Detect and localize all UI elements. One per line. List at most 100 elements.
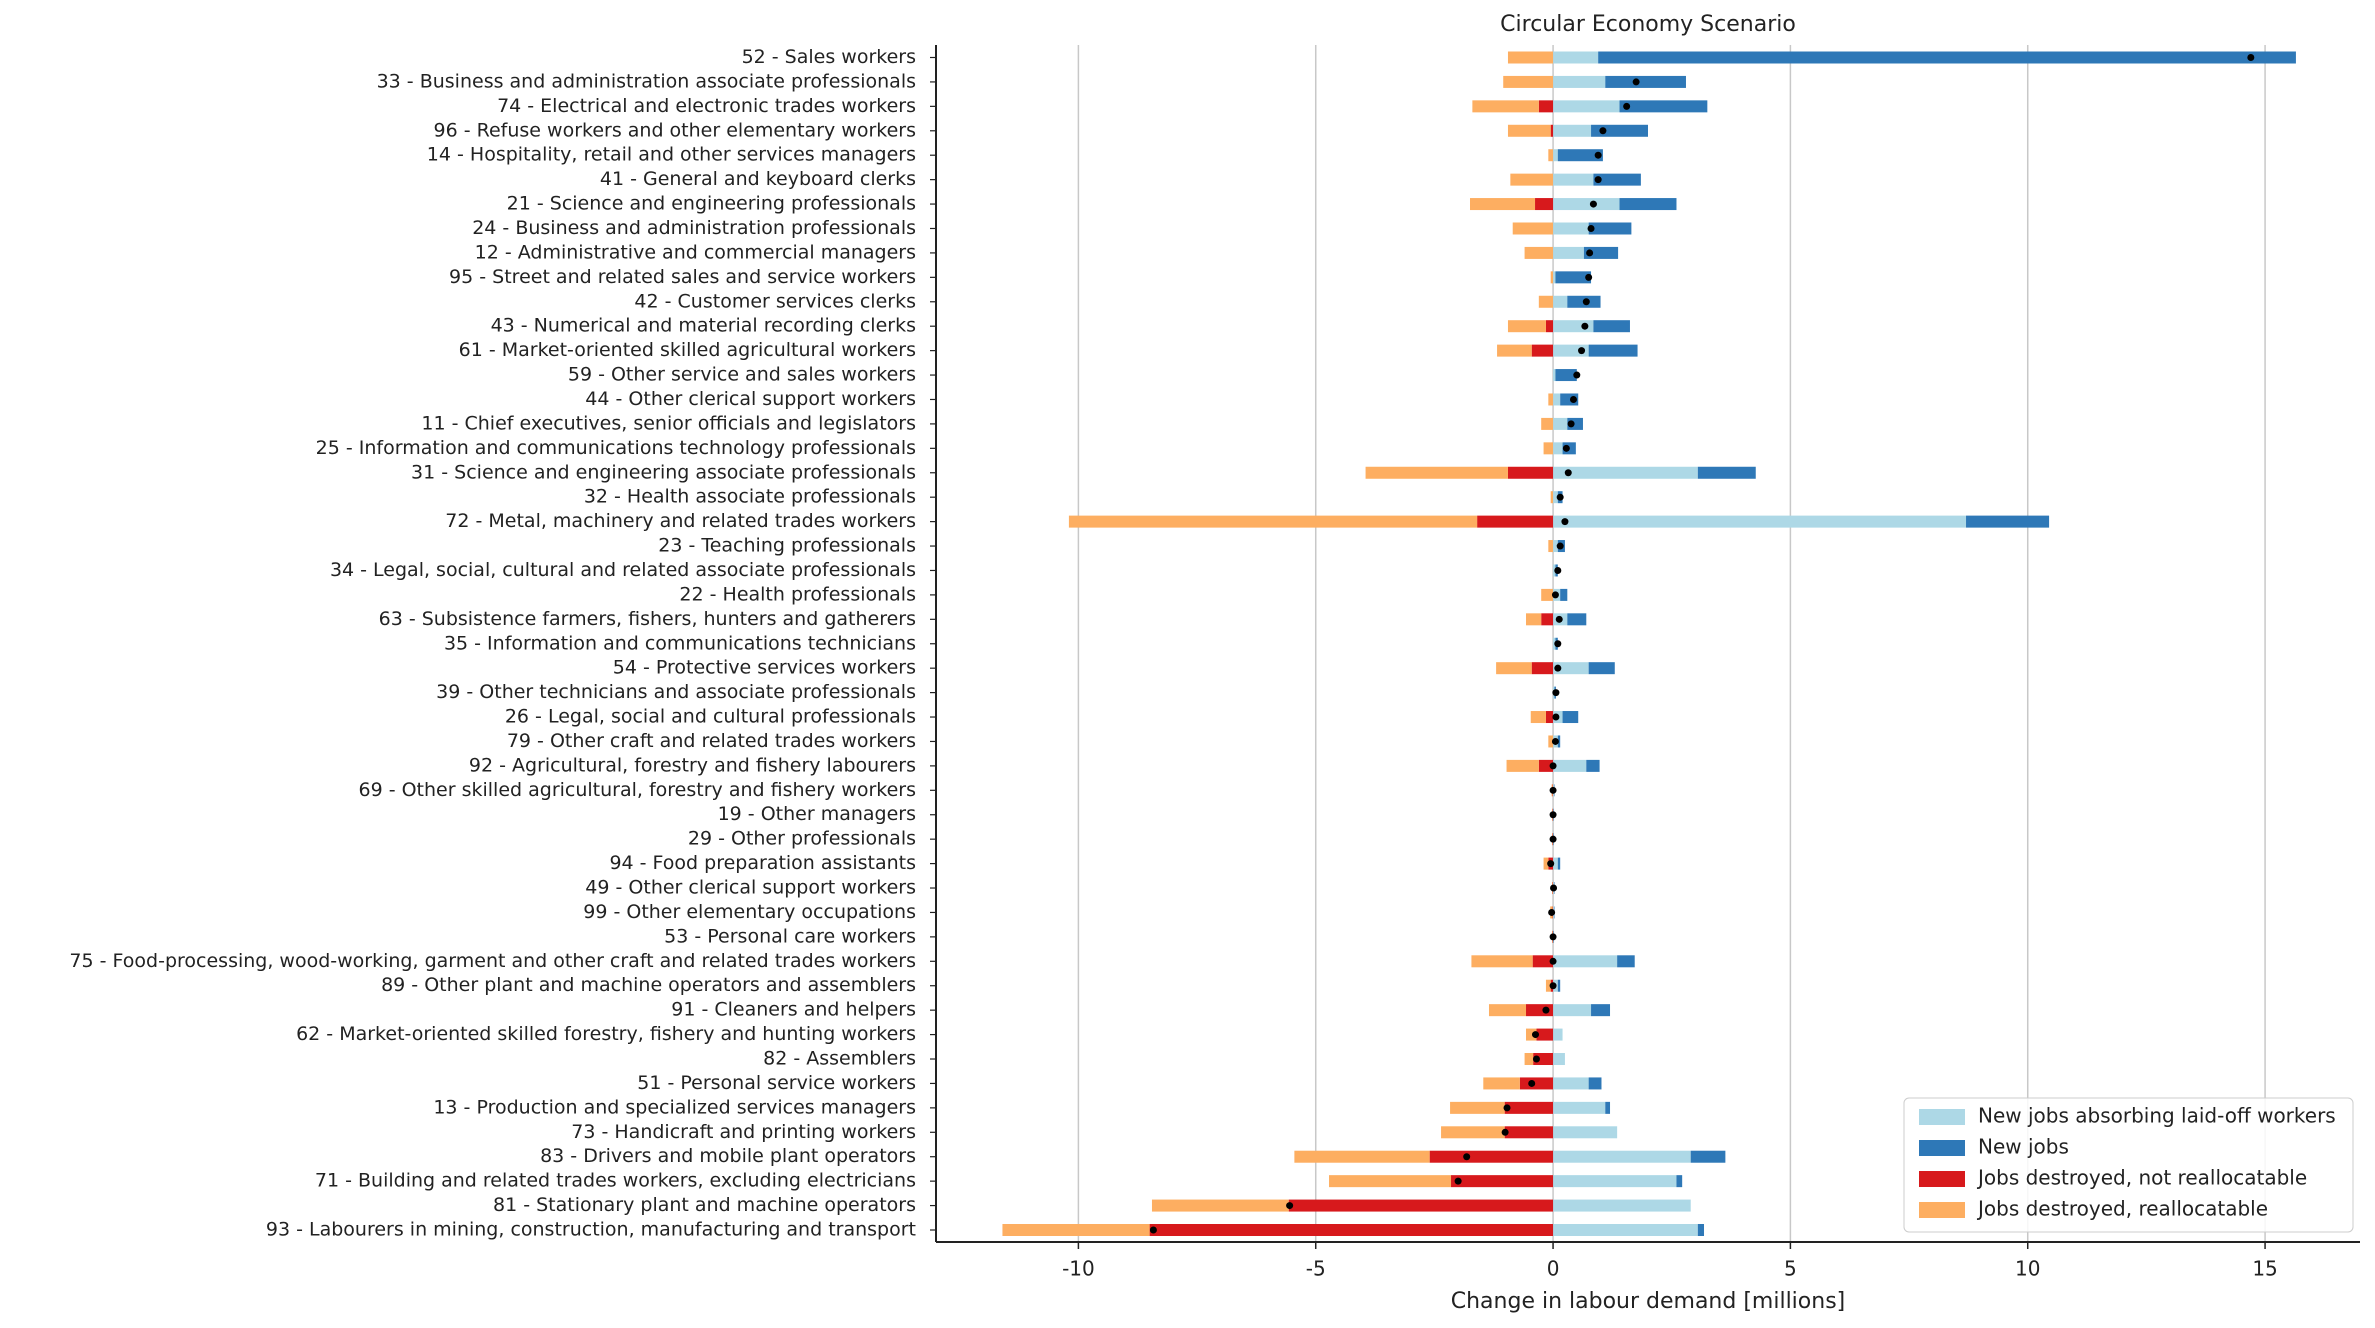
- net-marker: [1555, 615, 1563, 623]
- bar-segment: [1524, 1053, 1534, 1066]
- net-marker: [1532, 1031, 1540, 1039]
- bar-segment: [1553, 271, 1556, 284]
- bar-segment: [1441, 1126, 1505, 1139]
- bar-segment: [1541, 417, 1554, 430]
- bar-segment: [1519, 1077, 1554, 1090]
- bar-segment: [1697, 466, 1756, 479]
- category-label: 73 - Handicraft and printing workers: [571, 1121, 916, 1143]
- net-marker: [1550, 884, 1558, 892]
- legend: New jobs absorbing laid-off workers New j…: [1903, 1097, 2354, 1233]
- net-marker: [1549, 786, 1557, 794]
- bar-segment: [1617, 955, 1635, 968]
- net-marker: [1463, 1153, 1471, 1161]
- category-label: 19 - Other managers: [718, 803, 916, 825]
- x-tick-label: 15: [2252, 1257, 2277, 1281]
- category-label: 75 - Food-processing, wood-working, garm…: [69, 950, 916, 972]
- legend-label: Jobs destroyed, reallocatable: [1976, 1197, 2268, 1221]
- legend-swatch: [1919, 1140, 1965, 1156]
- net-marker: [1547, 860, 1555, 868]
- category-label: 44 - Other clerical support workers: [585, 388, 916, 410]
- bar-segment: [1553, 51, 1599, 64]
- bar-segment: [1548, 735, 1554, 748]
- bar-segment: [1553, 149, 1558, 162]
- bar-segment: [1553, 466, 1698, 479]
- net-marker: [1564, 469, 1572, 477]
- bar-segment: [1530, 711, 1546, 724]
- category-label: 74 - Electrical and electronic trades wo…: [497, 95, 916, 117]
- x-axis-label: Change in labour demand [millions]: [1451, 1289, 1846, 1314]
- x-tick-label: -5: [1306, 1257, 1326, 1281]
- bar-segment: [1690, 1150, 1726, 1163]
- bar-segment: [1068, 515, 1478, 528]
- bar-segment: [1507, 320, 1546, 333]
- bar-segment: [1288, 1199, 1554, 1212]
- bar-segment: [1557, 979, 1561, 992]
- bar-segment: [1507, 51, 1554, 64]
- category-label: 21 - Science and engineering professiona…: [507, 193, 916, 215]
- net-marker: [2247, 54, 2255, 61]
- net-marker: [1551, 737, 1559, 745]
- bar-segment: [1588, 662, 1615, 675]
- bar-segment: [1524, 246, 1554, 259]
- bar-segment: [1598, 51, 2296, 64]
- bar-segment: [1560, 588, 1568, 601]
- bar-segment: [1504, 1126, 1554, 1139]
- net-marker: [1599, 127, 1607, 135]
- category-label: 43 - Numerical and material recording cl…: [491, 315, 916, 337]
- category-label: 49 - Other clerical support workers: [585, 877, 916, 899]
- category-label: 92 - Agricultural, forestry and fishery …: [469, 754, 916, 776]
- net-marker: [1554, 664, 1562, 672]
- x-tick-label: 0: [1547, 1257, 1560, 1281]
- bar-segment: [1531, 344, 1554, 357]
- category-label: 89 - Other plant and machine operators a…: [381, 974, 916, 996]
- bar-segment: [1536, 1028, 1554, 1041]
- bar-segment: [1553, 1126, 1618, 1139]
- legend-swatch: [1919, 1202, 1965, 1218]
- category-label: 82 - Assemblers: [763, 1048, 916, 1070]
- bar-segment: [1588, 1077, 1602, 1090]
- category-label: 32 - Health associate professionals: [584, 486, 916, 508]
- bar-segment: [1477, 515, 1554, 528]
- bar-segment: [1512, 222, 1554, 235]
- category-label: 59 - Other service and sales workers: [568, 364, 916, 386]
- bar-segment: [1553, 857, 1558, 870]
- category-label: 72 - Metal, machinery and related trades…: [445, 510, 916, 532]
- bar-segment: [1553, 1175, 1677, 1188]
- bar-segment: [1545, 320, 1554, 333]
- bar-segment: [1543, 442, 1554, 455]
- category-label: 26 - Legal, social and cultural professi…: [505, 706, 916, 728]
- bar-segment: [1504, 1101, 1554, 1114]
- bar-segment: [1555, 271, 1592, 284]
- bar-segment: [1697, 1224, 1705, 1236]
- bar-segment: [1545, 979, 1551, 992]
- bar-segment: [1151, 1199, 1289, 1212]
- net-marker: [1573, 371, 1581, 379]
- legend-label: New jobs: [1978, 1135, 2069, 1159]
- bar-segment: [1550, 124, 1554, 137]
- bar-segment: [1553, 1053, 1565, 1066]
- category-label: 53 - Personal care workers: [664, 925, 916, 947]
- bar-segment: [1294, 1150, 1430, 1163]
- net-marker: [1501, 1128, 1509, 1136]
- net-marker: [1587, 224, 1595, 232]
- bar-segment: [1619, 198, 1677, 211]
- net-marker: [1549, 811, 1557, 819]
- bar-segment: [1507, 124, 1551, 137]
- bar-segment: [1507, 466, 1554, 479]
- bar-segment: [1562, 711, 1579, 724]
- net-marker: [1562, 444, 1570, 452]
- bar-segment: [1538, 100, 1554, 113]
- bar-segment: [1553, 662, 1589, 675]
- bar-segment: [1591, 1004, 1611, 1017]
- bar-segment: [1451, 1175, 1554, 1188]
- bar-segment: [1329, 1175, 1452, 1188]
- bar-segment: [1588, 344, 1638, 357]
- net-marker: [1549, 835, 1557, 843]
- bar-segment: [1553, 1077, 1589, 1090]
- net-marker: [1551, 591, 1559, 599]
- bar-segment: [1553, 1004, 1592, 1017]
- net-marker: [1578, 347, 1586, 355]
- net-marker: [1623, 102, 1631, 110]
- bar-segment: [1553, 491, 1558, 504]
- net-marker: [1454, 1177, 1462, 1185]
